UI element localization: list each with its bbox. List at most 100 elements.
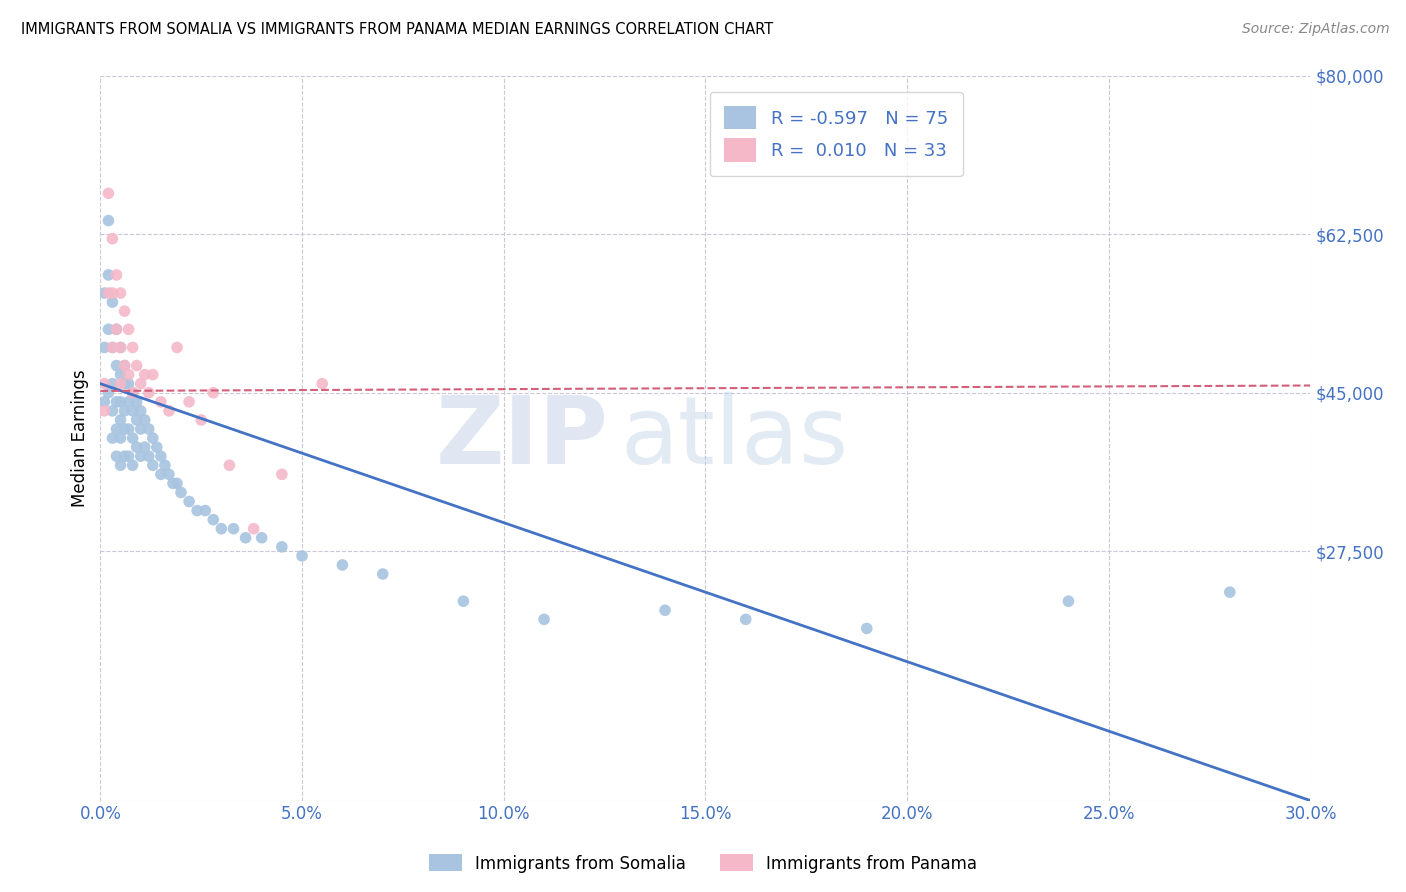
Point: [110, 376, 132, 391]
Point: [125, 359, 148, 373]
Point: [101, 340, 124, 354]
Text: ZIP: ZIP: [436, 392, 609, 484]
Point: [654, 603, 676, 617]
Point: [105, 322, 128, 336]
Point: [117, 449, 139, 463]
Point: [93, 340, 115, 354]
Point: [209, 522, 232, 536]
Point: [291, 549, 314, 563]
Point: [105, 268, 128, 282]
Point: [105, 322, 128, 336]
Point: [117, 376, 139, 391]
Legend: R = -0.597   N = 75, R =  0.010   N = 33: R = -0.597 N = 75, R = 0.010 N = 33: [710, 92, 963, 176]
Point: [110, 413, 132, 427]
Point: [97, 213, 120, 227]
Point: [170, 485, 193, 500]
Point: [1219, 585, 1241, 599]
Point: [129, 404, 152, 418]
Point: [242, 522, 264, 536]
Point: [114, 376, 136, 391]
Point: [142, 458, 165, 473]
Point: [105, 359, 128, 373]
Point: [222, 522, 245, 536]
Point: [105, 449, 128, 463]
Point: [114, 404, 136, 418]
Point: [146, 440, 169, 454]
Point: [110, 340, 132, 354]
Point: [117, 322, 139, 336]
Point: [121, 431, 143, 445]
Point: [129, 422, 152, 436]
Point: [121, 340, 143, 354]
Point: [332, 558, 354, 572]
Point: [855, 621, 877, 635]
Point: [110, 286, 132, 301]
Point: [166, 476, 188, 491]
Point: [110, 431, 132, 445]
Point: [270, 467, 292, 482]
Y-axis label: Median Earnings: Median Earnings: [72, 369, 89, 507]
Point: [101, 404, 124, 418]
Point: [101, 286, 124, 301]
Point: [149, 394, 172, 409]
Point: [166, 340, 188, 354]
Point: [157, 404, 180, 418]
Point: [97, 385, 120, 400]
Point: [1057, 594, 1080, 608]
Point: [218, 458, 240, 473]
Point: [97, 286, 120, 301]
Point: [114, 304, 136, 318]
Point: [114, 359, 136, 373]
Point: [533, 612, 555, 626]
Text: IMMIGRANTS FROM SOMALIA VS IMMIGRANTS FROM PANAMA MEDIAN EARNINGS CORRELATION CH: IMMIGRANTS FROM SOMALIA VS IMMIGRANTS FR…: [21, 22, 773, 37]
Point: [270, 540, 292, 554]
Point: [202, 385, 225, 400]
Point: [157, 467, 180, 482]
Point: [114, 359, 136, 373]
Point: [177, 494, 200, 508]
Point: [97, 322, 120, 336]
Point: [97, 268, 120, 282]
Point: [101, 340, 124, 354]
Point: [117, 422, 139, 436]
Point: [121, 458, 143, 473]
Point: [121, 404, 143, 418]
Point: [110, 394, 132, 409]
Point: [186, 503, 208, 517]
Point: [134, 368, 156, 382]
Point: [142, 368, 165, 382]
Point: [202, 513, 225, 527]
Point: [117, 368, 139, 382]
Point: [134, 440, 156, 454]
Point: [134, 413, 156, 427]
Point: [142, 431, 165, 445]
Point: [138, 449, 160, 463]
Legend: Immigrants from Somalia, Immigrants from Panama: Immigrants from Somalia, Immigrants from…: [422, 847, 984, 880]
Point: [121, 385, 143, 400]
Point: [162, 476, 184, 491]
Point: [190, 413, 212, 427]
Point: [121, 385, 143, 400]
Point: [114, 449, 136, 463]
Point: [129, 376, 152, 391]
Point: [93, 404, 115, 418]
Point: [117, 394, 139, 409]
Point: [311, 376, 333, 391]
Point: [114, 422, 136, 436]
Point: [138, 385, 160, 400]
Point: [125, 440, 148, 454]
Text: atlas: atlas: [620, 392, 849, 484]
Point: [177, 394, 200, 409]
Point: [101, 431, 124, 445]
Point: [110, 340, 132, 354]
Point: [93, 286, 115, 301]
Point: [101, 376, 124, 391]
Point: [125, 413, 148, 427]
Point: [101, 232, 124, 246]
Point: [125, 394, 148, 409]
Point: [371, 567, 394, 582]
Point: [101, 295, 124, 310]
Point: [105, 394, 128, 409]
Point: [149, 467, 172, 482]
Point: [194, 503, 217, 517]
